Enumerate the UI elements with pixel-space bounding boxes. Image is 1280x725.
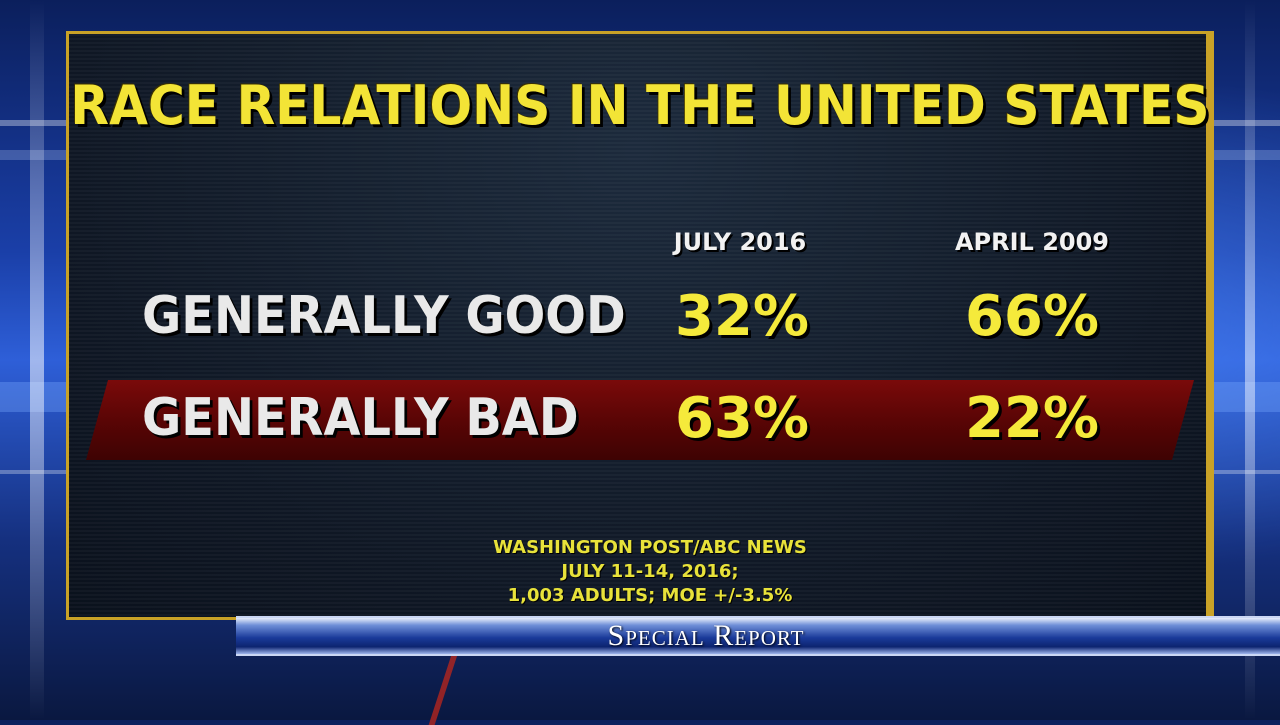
chart-title: RACE RELATIONS IN THE UNITED STATES: [70, 74, 1210, 137]
value-good-april-2009: 66%: [964, 284, 1100, 349]
column-header-april-2009: APRIL 2009: [954, 228, 1110, 256]
value-good-july-2016: 32%: [674, 284, 810, 349]
show-banner: [236, 616, 1280, 656]
value-bad-april-2009: 22%: [964, 386, 1100, 451]
row-label-generally-good: GENERALLY GOOD: [142, 286, 626, 346]
graphic-panel: [66, 31, 1214, 620]
source-line-dates: JULY 11-14, 2016;: [561, 561, 739, 582]
column-header-july-2016: JULY 2016: [673, 228, 807, 256]
show-name: Special Report: [607, 619, 805, 652]
row-label-generally-bad: GENERALLY BAD: [142, 388, 579, 448]
generally-bad-highlight-band: [86, 380, 1194, 460]
background-red-accent: [428, 655, 458, 725]
value-bad-july-2016: 63%: [674, 386, 810, 451]
background-light-beam: [1245, 0, 1255, 720]
source-line-pollster: WASHINGTON POST/ABC NEWS: [493, 537, 807, 558]
source-line-sample: 1,003 ADULTS; MOE +/-3.5%: [507, 585, 793, 606]
background-light-beam: [30, 0, 44, 720]
